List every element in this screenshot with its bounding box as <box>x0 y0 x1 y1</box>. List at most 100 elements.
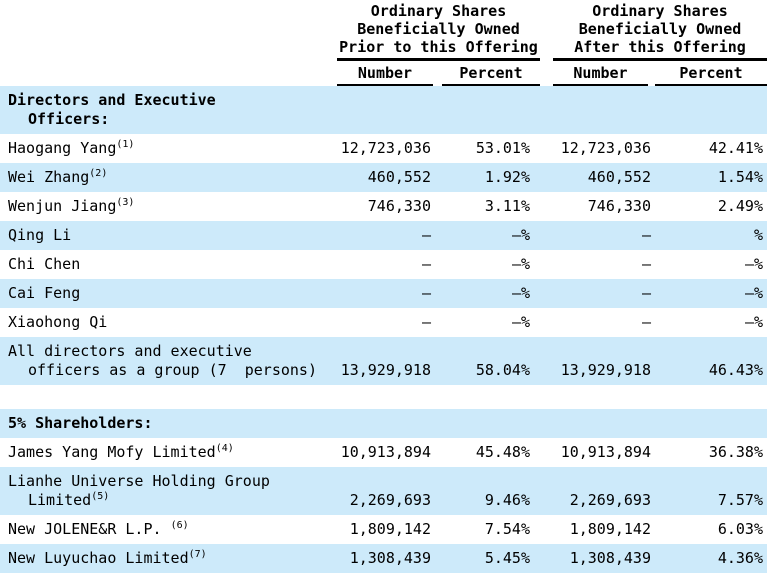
entity-name: Cai Feng <box>0 284 330 303</box>
entity-name-text: Limited <box>28 491 92 509</box>
table-row: Haogang Yang(1) 12,723,036 53.01% 12,723,03… <box>0 134 767 163</box>
value-number-prior: 1,308,439 <box>349 549 431 567</box>
value-percent-after: —% <box>744 255 763 273</box>
value-number-prior: — <box>421 313 431 331</box>
value-number-prior: 10,913,894 <box>340 443 431 461</box>
entity-name-text: Officers: <box>28 110 110 128</box>
group-title-line: Ordinary Shares <box>592 2 728 20</box>
value-percent-prior: 5.45% <box>484 549 530 567</box>
entity-name: New JOLENE&R L.P. (6) <box>0 520 330 539</box>
table-row: New JOLENE&R L.P. (6) 1,809,142 7.54% 1,809… <box>0 515 767 544</box>
value-percent-prior: —% <box>511 284 530 302</box>
name-column-spacer <box>0 2 330 61</box>
column-label-percent-after: Percent <box>655 64 767 86</box>
value-percent-after: 2.49% <box>717 197 763 215</box>
table-row: Cai Feng — —% — —% <box>0 279 767 308</box>
group-title-line: Beneficially Owned <box>357 20 520 38</box>
entity-name-text: Cai Feng <box>8 284 81 302</box>
entity-name: Haogang Yang(1) <box>0 139 330 158</box>
entity-name-text: Lianhe Universe Holding Group <box>8 472 270 490</box>
value-percent-prior: —% <box>511 255 530 273</box>
value-number-after: 2,269,693 <box>569 491 651 509</box>
entity-name-line: Wenjun Jiang(3) <box>8 197 330 216</box>
value-number-prior: 13,929,918 <box>340 361 431 379</box>
entity-name: 5% Shareholders: <box>0 414 330 433</box>
entity-name-text: Wei Zhang <box>8 168 90 186</box>
name-column-spacer <box>0 64 330 86</box>
entity-name-line: Cai Feng <box>8 284 330 303</box>
entity-name-line: Limited(5) <box>8 491 330 510</box>
value-percent-after: 6.03% <box>717 520 763 538</box>
value-percent-prior: —% <box>511 313 530 331</box>
value-percent-after: 46.43% <box>708 361 763 379</box>
entity-name: Directors and Executive Officers: <box>0 91 330 129</box>
entity-name-line: Xiaohong Qi <box>8 313 330 332</box>
value-number-after: 1,308,439 <box>569 549 651 567</box>
entity-name: Wei Zhang(2) <box>0 168 330 187</box>
entity-name-line: Haogang Yang(1) <box>8 139 330 158</box>
value-percent-prior: 53.01% <box>475 139 530 157</box>
entity-name-text: officers as a group (7 persons) <box>28 361 317 379</box>
entity-name-line: 5% Shareholders: <box>8 414 330 433</box>
entity-name-text: New Luyuchao Limited <box>8 549 189 567</box>
value-percent-after: —% <box>744 284 763 302</box>
entity-name: New Luyuchao Limited(7) <box>0 549 330 568</box>
spacer-row <box>0 385 767 409</box>
value-number-after: 746,330 <box>587 197 651 215</box>
table-row: All directors and executive officers as a… <box>0 337 767 385</box>
footnote-ref: (2) <box>89 168 108 179</box>
column-label-row: Number Percent Number Percent <box>0 64 767 86</box>
column-group-prior-offering: Ordinary Shares Beneficially Owned Prior… <box>337 2 540 61</box>
value-number-prior: 2,269,693 <box>349 491 431 509</box>
entity-name-line: James Yang Mofy Limited(4) <box>8 443 330 462</box>
column-label-number-prior: Number <box>337 64 433 86</box>
footnote-ref: (7) <box>188 549 207 560</box>
entity-name-text: Wenjun Jiang <box>8 197 117 215</box>
value-percent-after: —% <box>744 313 763 331</box>
entity-name-text: Haogang Yang <box>8 139 117 157</box>
entity-name-line: officers as a group (7 persons) <box>8 361 330 380</box>
entity-name-text: James Yang Mofy Limited <box>8 443 216 461</box>
value-percent-prior: 9.46% <box>484 491 530 509</box>
footnote-ref: (6) <box>170 520 189 531</box>
table-row: Qing Li — —% —% <box>0 221 767 250</box>
entity-name-line: Chi Chen <box>8 255 330 274</box>
column-group-after-offering: Ordinary Shares Beneficially Owned After… <box>553 2 767 61</box>
value-percent-after: 4.36% <box>717 549 763 567</box>
group-title-line: Ordinary Shares <box>370 2 507 20</box>
table-header: Ordinary Shares Beneficially Owned Prior… <box>0 2 767 86</box>
group-title-line: Beneficially Owned <box>578 20 742 38</box>
entity-name: All directors and executive officers as a… <box>0 342 330 380</box>
column-label-number-after: Number <box>553 64 648 86</box>
value-percent-after: % <box>753 226 763 244</box>
entity-name-text: Chi Chen <box>8 255 81 273</box>
value-number-prior: — <box>421 255 431 273</box>
value-percent-prior: 58.04% <box>475 361 530 379</box>
table-row: New Luyuchao Limited(7) 1,308,439 5.45% 1,3… <box>0 544 767 573</box>
value-percent-prior: 7.54% <box>484 520 530 538</box>
entity-name-text: 5% Shareholders: <box>8 414 153 432</box>
entity-name-line: Directors and Executive <box>8 91 330 110</box>
entity-name: Lianhe Universe Holding Group Limited(5) <box>0 472 330 510</box>
value-percent-prior: —% <box>511 226 530 244</box>
value-percent-prior: 45.48% <box>475 443 530 461</box>
value-percent-prior: 1.92% <box>484 168 530 186</box>
entity-name: Xiaohong Qi <box>0 313 330 332</box>
value-percent-after: 42.41% <box>708 139 763 157</box>
column-label-percent-prior: Percent <box>442 64 540 86</box>
value-number-after: — <box>641 226 651 244</box>
entity-name-line: Lianhe Universe Holding Group <box>8 472 330 491</box>
value-number-after: 13,929,918 <box>560 361 651 379</box>
value-number-after: — <box>641 255 651 273</box>
entity-name: Wenjun Jiang(3) <box>0 197 330 216</box>
value-number-after: — <box>641 313 651 331</box>
table-row: Wenjun Jiang(3) 746,330 3.11% 746,330 2.49% <box>0 192 767 221</box>
entity-name-text: New JOLENE&R L.P. <box>8 520 171 538</box>
footnote-ref: (4) <box>215 443 234 454</box>
value-number-after: — <box>641 284 651 302</box>
value-percent-after: 1.54% <box>717 168 763 186</box>
entity-name-line: New Luyuchao Limited(7) <box>8 549 330 568</box>
table-row: Lianhe Universe Holding Group Limited(5) 2… <box>0 467 767 515</box>
value-number-prior: 746,330 <box>367 197 431 215</box>
